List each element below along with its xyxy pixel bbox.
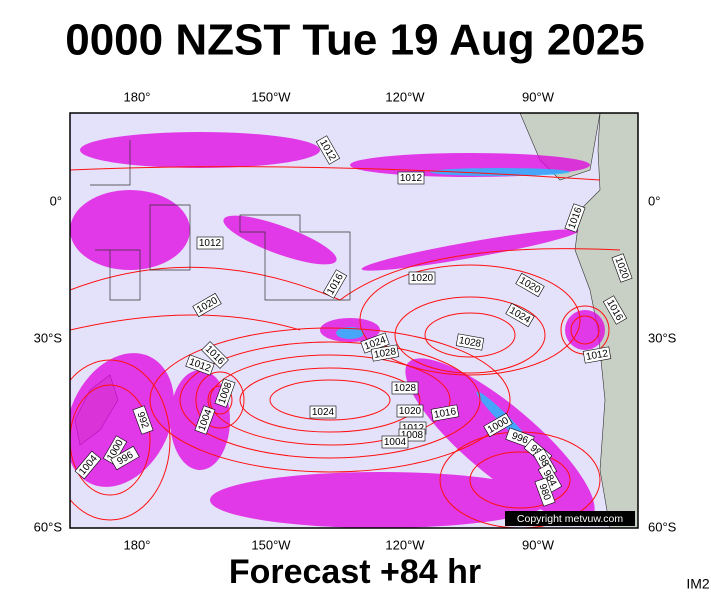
forecast-label: Forecast +84 hr: [229, 553, 481, 591]
lat-label: 30°S: [648, 330, 677, 345]
isobar-label-box: [322, 269, 348, 299]
isobar-label-box: [194, 405, 216, 435]
lon-label: 120°W: [385, 89, 425, 104]
isobar-value: 1008: [401, 430, 424, 441]
isobar-label-box: [602, 295, 628, 325]
isobar-label: 1004: [381, 435, 409, 449]
isobar-label-box: [315, 135, 341, 165]
isobar-label-box: [505, 302, 535, 328]
isobar-label-box: [370, 344, 400, 362]
isobar-label-box: [309, 405, 337, 419]
isobar-label-box: [196, 236, 224, 250]
isobar-label-box: [396, 404, 424, 418]
isobar-label-box: [391, 381, 419, 395]
isobar-label: 1012: [582, 346, 612, 364]
lat-label: 60°S: [648, 519, 677, 534]
isobar-label: 980: [534, 477, 556, 507]
corner-label: IM2: [686, 576, 710, 592]
isobar-label: 992: [132, 405, 154, 435]
lon-label: 90°W: [522, 537, 555, 552]
isobar-label: 996: [505, 427, 535, 449]
isobars: [70, 166, 621, 528]
lon-label: 180°: [124, 89, 151, 104]
isobar-label: 1024: [309, 405, 337, 419]
isobar-value: 1024: [312, 407, 335, 418]
isobar-label-box: [102, 435, 128, 465]
isobar-label-box: [201, 341, 229, 369]
copyright: Copyright metvuw.com: [517, 513, 623, 525]
isobar-label-box: [381, 435, 409, 449]
isobar-label-box: [430, 404, 460, 422]
isobar-value: 1028: [373, 346, 397, 361]
isobar-value: 1028: [458, 335, 482, 350]
isobar-label: 1012: [196, 236, 224, 250]
isobar-value: 1012: [199, 238, 222, 249]
isobar-label-box: [74, 450, 102, 480]
boundaries: [90, 140, 351, 301]
isobar-value: 1020: [399, 406, 422, 417]
isobar-label-box: [564, 203, 586, 233]
isobar-label: 1024: [360, 332, 390, 354]
isobar-value: 1016: [433, 406, 457, 421]
isobar-label-box: [214, 378, 236, 408]
isobar-label-box: [582, 346, 612, 364]
isobar-label: 1016: [430, 404, 460, 422]
isobar-label-box: [515, 272, 545, 298]
lon-label: 90°W: [522, 89, 555, 104]
isobar-label: 1020: [396, 404, 424, 418]
isobar-label-box: [132, 405, 154, 435]
isobar-label-box: [611, 253, 633, 283]
isobar-value: 1012: [400, 173, 423, 184]
lat-label: 0°: [50, 193, 62, 208]
isobar-label: 1028: [455, 333, 485, 351]
isobar-value: 1028: [394, 383, 417, 394]
isobar-label-box: [455, 333, 485, 351]
lon-label: 120°W: [385, 537, 425, 552]
isobar-label-box: [192, 292, 222, 318]
isobar-label: 1028: [370, 344, 400, 362]
isobar-label-box: [408, 271, 436, 285]
isobar-label: 1028: [391, 381, 419, 395]
isobar-value: 1004: [384, 437, 407, 448]
isobar-label-box: [483, 412, 513, 438]
isobar-label-box: [110, 445, 140, 471]
isobar-value: 1012: [585, 348, 609, 363]
isobar-label: 1012: [397, 171, 425, 185]
isobar-value: 1020: [411, 273, 434, 284]
lat-label: 60°S: [34, 519, 63, 534]
isobar-value: 1012: [402, 423, 425, 434]
isobar-label-box: [397, 171, 425, 185]
lon-label: 150°W: [251, 537, 291, 552]
lat-label: 0°: [648, 193, 660, 208]
lon-label: 180°: [124, 537, 151, 552]
lat-label: 30°S: [34, 330, 63, 345]
copyright-box: [505, 511, 635, 526]
map-frame: [69, 112, 639, 529]
isobar-label-box: [534, 477, 556, 507]
isobar-label: 1020: [408, 271, 436, 285]
lon-label: 150°W: [251, 89, 291, 104]
title: 0000 NZST Tue 19 Aug 2025: [65, 16, 645, 65]
isobar-label-box: [185, 354, 215, 376]
